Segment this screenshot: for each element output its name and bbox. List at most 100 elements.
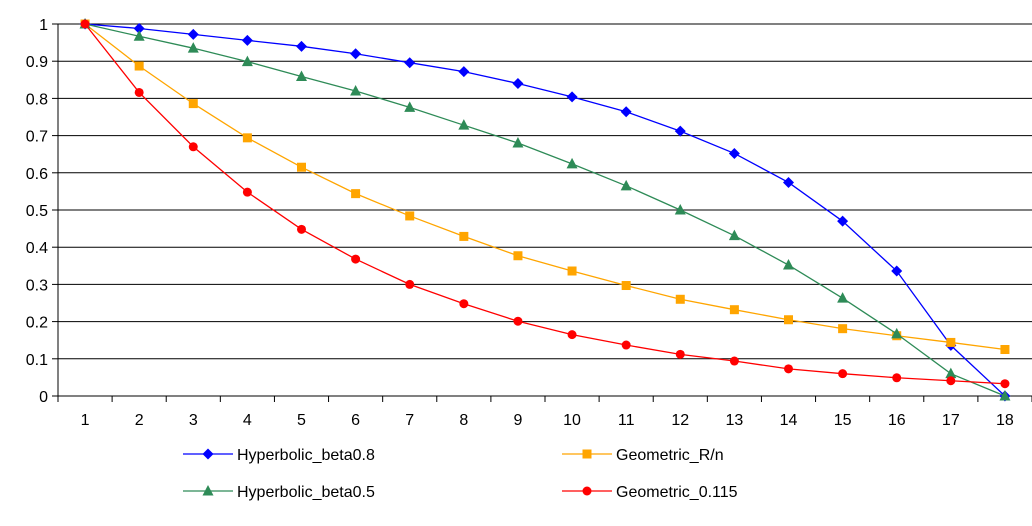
data-point	[783, 259, 794, 270]
data-point	[242, 133, 252, 143]
data-point	[946, 376, 956, 386]
x-tick-label: 8	[459, 412, 468, 429]
data-point	[621, 340, 631, 350]
legend-marker	[582, 449, 592, 459]
x-tick-label: 14	[780, 412, 798, 429]
data-point	[674, 125, 686, 137]
data-point	[512, 137, 524, 148]
data-point	[566, 157, 578, 169]
x-tick-label: 2	[135, 412, 144, 429]
data-point	[729, 356, 739, 366]
x-tick-label: 4	[243, 412, 252, 429]
legend-marker	[202, 448, 214, 460]
data-point	[296, 40, 307, 52]
data-point	[674, 204, 686, 215]
y-tick-label: 0.1	[26, 352, 48, 369]
data-point	[405, 211, 415, 221]
data-point	[513, 251, 523, 261]
data-point	[1000, 345, 1010, 354]
y-tick-label: 0.8	[26, 91, 48, 108]
y-axis-ticks: 0 0.1 0.2 0.3 0.4 0.5 0.6 0.7 0.8 0.9 1	[26, 17, 58, 406]
data-point	[241, 55, 253, 67]
data-point	[297, 224, 306, 234]
data-point	[297, 162, 306, 172]
y-tick-label: 0.4	[26, 240, 48, 257]
data-point	[513, 316, 523, 326]
x-tick-label: 15	[834, 412, 852, 429]
data-point	[188, 142, 198, 152]
legend-item: Hyperbolic_beta0.5	[183, 484, 375, 501]
x-tick-label: 5	[297, 412, 306, 429]
legend-label: Geometric_R/n	[616, 447, 724, 464]
data-point	[620, 106, 632, 118]
data-point	[837, 215, 849, 227]
series-group	[79, 18, 1011, 402]
x-tick-label: 9	[513, 412, 522, 429]
data-point	[728, 147, 740, 159]
legend-item: Geometric_0.115	[562, 484, 738, 501]
data-point	[567, 266, 577, 276]
data-point	[351, 254, 361, 264]
y-tick-label: 0.7	[26, 129, 48, 146]
data-point	[838, 369, 848, 379]
data-point	[133, 22, 145, 34]
data-point	[458, 119, 470, 130]
data-point	[512, 78, 524, 90]
data-point	[187, 28, 199, 40]
x-axis-ticks: 1 2 3 4 5 6 7 8 9 10 11 12 13 14 15 16 17 18	[57, 396, 1032, 429]
data-point	[837, 292, 849, 303]
y-tick-label: 0.5	[26, 203, 48, 220]
data-point	[567, 330, 577, 340]
data-point	[80, 19, 90, 29]
series-line	[84, 23, 1006, 397]
data-point	[296, 70, 307, 81]
data-point	[405, 279, 415, 289]
legend-label: Hyperbolic_beta0.5	[237, 484, 375, 501]
data-point	[784, 315, 793, 325]
data-point	[783, 176, 794, 188]
legend-label: Geometric_0.115	[616, 484, 738, 501]
data-point	[621, 281, 631, 291]
data-point	[404, 101, 416, 112]
data-point	[134, 87, 144, 97]
series-triangle	[79, 18, 1011, 401]
x-tick-label: 18	[996, 412, 1014, 429]
data-point	[350, 84, 362, 96]
x-tick-label: 10	[563, 412, 581, 429]
data-point	[675, 294, 685, 304]
data-point	[999, 390, 1011, 401]
x-tick-label: 17	[942, 412, 960, 429]
series-circle	[80, 19, 1010, 389]
data-point	[188, 99, 198, 109]
data-point	[728, 229, 740, 241]
y-tick-label: 0.6	[26, 166, 48, 183]
data-point	[241, 34, 253, 46]
data-point	[134, 61, 144, 71]
data-point	[351, 189, 361, 199]
data-point	[946, 337, 956, 347]
x-tick-label: 3	[189, 412, 198, 429]
x-tick-label: 1	[81, 412, 90, 429]
y-tick-label: 0.3	[26, 277, 48, 294]
gridlines	[58, 23, 1032, 360]
data-point	[784, 364, 793, 374]
data-point	[838, 324, 848, 334]
data-point	[187, 42, 199, 53]
x-tick-label: 13	[725, 412, 743, 429]
data-point	[891, 265, 903, 277]
legend-marker	[202, 485, 214, 496]
series-line	[84, 23, 1006, 351]
y-tick-label: 0	[39, 389, 48, 406]
data-point	[458, 66, 470, 78]
x-tick-label: 16	[888, 412, 906, 429]
data-point	[891, 327, 903, 339]
x-tick-label: 7	[405, 412, 414, 429]
data-point	[459, 299, 469, 309]
data-point	[566, 91, 578, 103]
data-point	[459, 231, 469, 241]
data-point	[242, 187, 252, 197]
data-point	[620, 179, 632, 191]
legend-marker	[582, 486, 592, 496]
series-line	[84, 23, 1005, 385]
